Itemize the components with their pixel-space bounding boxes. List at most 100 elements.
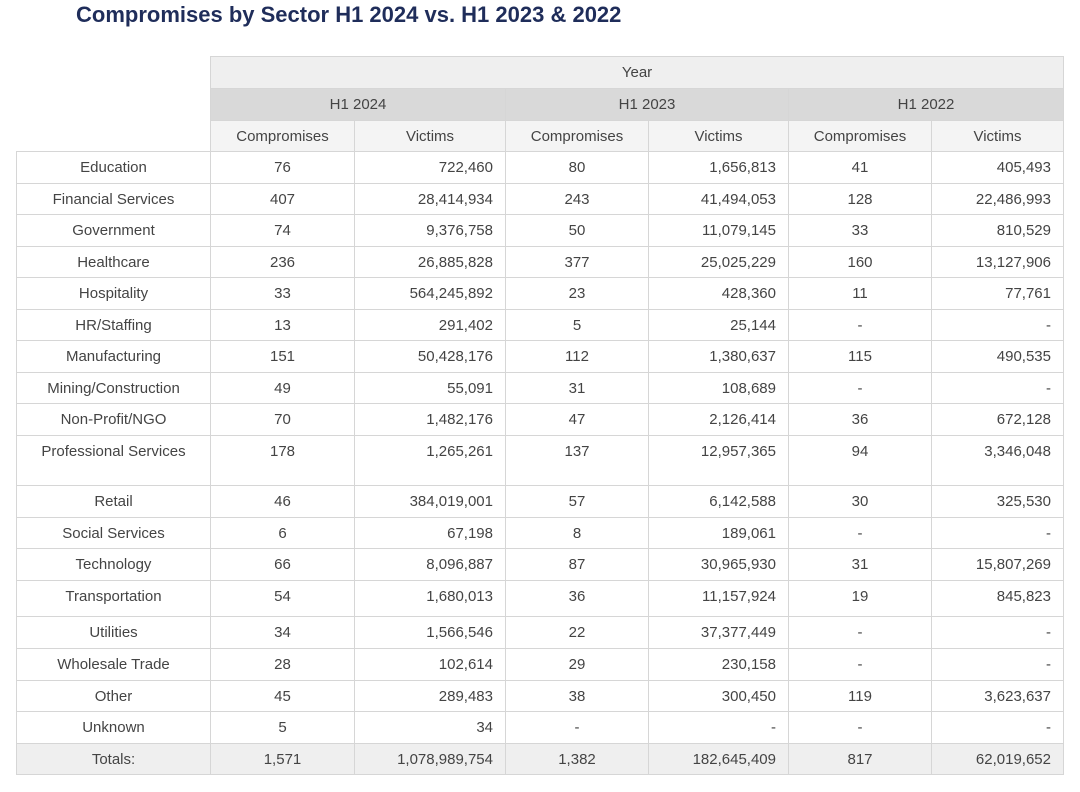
data-row: HR/Staffing 13 291,402 5 25,144- - (16, 309, 1064, 341)
victims-cell: 13,127,906 (931, 246, 1064, 278)
victims-cell: 30,965,930 (648, 548, 789, 581)
column-header: Compromises (788, 120, 932, 152)
victims-cell: - (931, 372, 1064, 404)
compromises-cell: 46 (210, 485, 355, 518)
sector-label: Mining/Construction (16, 372, 211, 404)
compromises-cell: 36 (505, 580, 649, 617)
victims-cell: 12,957,365 (648, 435, 789, 486)
compromises-cell: 6 (210, 517, 355, 549)
compromises-cell: 33 (210, 277, 355, 310)
compromises-cell: 76 (210, 151, 355, 184)
victims-cell: 26,885,828 (354, 246, 506, 278)
compromises-cell: 115 (788, 340, 932, 373)
compromises-cell: 94 (788, 435, 932, 486)
column-header: Compromises (505, 120, 649, 152)
victims-cell: 384,019,001 (354, 485, 506, 518)
sector-label: Government (16, 214, 211, 247)
sector-label: Wholesale Trade (16, 648, 211, 681)
compromises-cell: 87 (505, 548, 649, 581)
data-row: Professional Services 178 1,265,261 137 12,9… (16, 435, 1064, 486)
compromises-cell: 236 (210, 246, 355, 278)
victims-cell: 1,482,176 (354, 403, 506, 436)
compromises-cell: 407 (210, 183, 355, 215)
compromises-cell: 22 (505, 616, 649, 649)
compromises-cell: 74 (210, 214, 355, 247)
compromises-cell: - (788, 711, 932, 744)
victims-cell: 1,265,261 (354, 435, 506, 486)
data-row: Other 45 289,483 38 300,450 119 3,623,637 (16, 680, 1064, 712)
compromises-cell: 33 (788, 214, 932, 247)
compromises-cell: 49 (210, 372, 355, 404)
victims-cell: 9,376,758 (354, 214, 506, 247)
victims-cell: 810,529 (931, 214, 1064, 247)
compromises-cell: 119 (788, 680, 932, 712)
victims-cell: - (931, 648, 1064, 681)
compromises-cell: 30 (788, 485, 932, 518)
victims-cell: 102,614 (354, 648, 506, 681)
victims-cell: 189,061 (648, 517, 789, 549)
group-header: H1 2023 (505, 88, 789, 121)
victims-cell: 428,360 (648, 277, 789, 310)
data-row: Social Services 6 67,198 8 189,061- - (16, 517, 1064, 549)
column-header: Victims (648, 120, 789, 152)
compromises-cell: - (505, 711, 649, 744)
sector-label: Healthcare (16, 246, 211, 278)
compromises-cell: 19 (788, 580, 932, 617)
victims-cell: 845,823 (931, 580, 1064, 617)
victims-cell: 1,656,813 (648, 151, 789, 184)
sub-row: Compromises Victims Compromises Victims Comp… (17, 120, 1064, 152)
totals-cell: 1,571 (210, 743, 355, 775)
sector-label: Education (16, 151, 211, 184)
compromises-cell: 36 (788, 403, 932, 436)
victims-cell: 289,483 (354, 680, 506, 712)
compromises-cell: 66 (210, 548, 355, 581)
compromises-cell: 112 (505, 340, 649, 373)
totals-cell: 62,019,652 (931, 743, 1064, 775)
victims-cell: 37,377,449 (648, 616, 789, 649)
sector-label: Financial Services (16, 183, 211, 215)
data-row: Unknown 5 34- - - - (16, 711, 1064, 744)
totals-cell: 817 (788, 743, 932, 775)
corner-blank (16, 56, 211, 152)
victims-cell: 3,623,637 (931, 680, 1064, 712)
compromises-cell: 377 (505, 246, 649, 278)
sector-label: Technology (16, 548, 211, 581)
compromises-cell: 243 (505, 183, 649, 215)
sector-label: Hospitality (16, 277, 211, 310)
compromises-cell: 45 (210, 680, 355, 712)
victims-cell: 55,091 (354, 372, 506, 404)
data-row: Non-Profit/NGO 70 1,482,176 47 2,126,414 36 67… (16, 403, 1064, 436)
data-row: Government 74 9,376,758 50 11,079,145 33 810,5… (16, 214, 1064, 247)
compromises-cell: 160 (788, 246, 932, 278)
victims-cell: 2,126,414 (648, 403, 789, 436)
group-row: H1 2024 H1 2023 H1 2022 (17, 88, 1064, 121)
data-row: Healthcare 236 26,885,828 377 25,025,229 160 1… (16, 246, 1064, 278)
compromises-cell: 29 (505, 648, 649, 681)
column-header: Victims (931, 120, 1064, 152)
victims-cell: 722,460 (354, 151, 506, 184)
compromises-cell: 80 (505, 151, 649, 184)
group-header: H1 2022 (788, 88, 1064, 121)
compromises-cell: 151 (210, 340, 355, 373)
data-row: Financial Services 407 28,414,934 243 41,494… (16, 183, 1064, 215)
totals-cell: 1,382 (505, 743, 649, 775)
compromises-cell: 128 (788, 183, 932, 215)
victims-cell: 108,689 (648, 372, 789, 404)
victims-cell: 22,486,993 (931, 183, 1064, 215)
compromises-cell: 23 (505, 277, 649, 310)
sector-label: Manufacturing (16, 340, 211, 373)
data-row: Technology 66 8,096,887 87 30,965,930 31 15,80… (16, 548, 1064, 581)
column-header: Compromises (210, 120, 355, 152)
data-row: Manufacturing 151 50,428,176 112 1,380,637 11… (16, 340, 1064, 373)
compromises-cell: - (788, 517, 932, 549)
sector-label: Non-Profit/NGO (16, 403, 211, 436)
compromises-cell: 28 (210, 648, 355, 681)
data-row: Mining/Construction 49 55,091 31 108,689- - (16, 372, 1064, 404)
victims-cell: 11,079,145 (648, 214, 789, 247)
year-row: Year (16, 56, 1064, 152)
victims-cell: 291,402 (354, 309, 506, 341)
table-title: Compromises by Sector H1 2024 vs. H1 202… (76, 2, 622, 27)
compromises-cell: 50 (505, 214, 649, 247)
compromises-cell: 5 (210, 711, 355, 744)
